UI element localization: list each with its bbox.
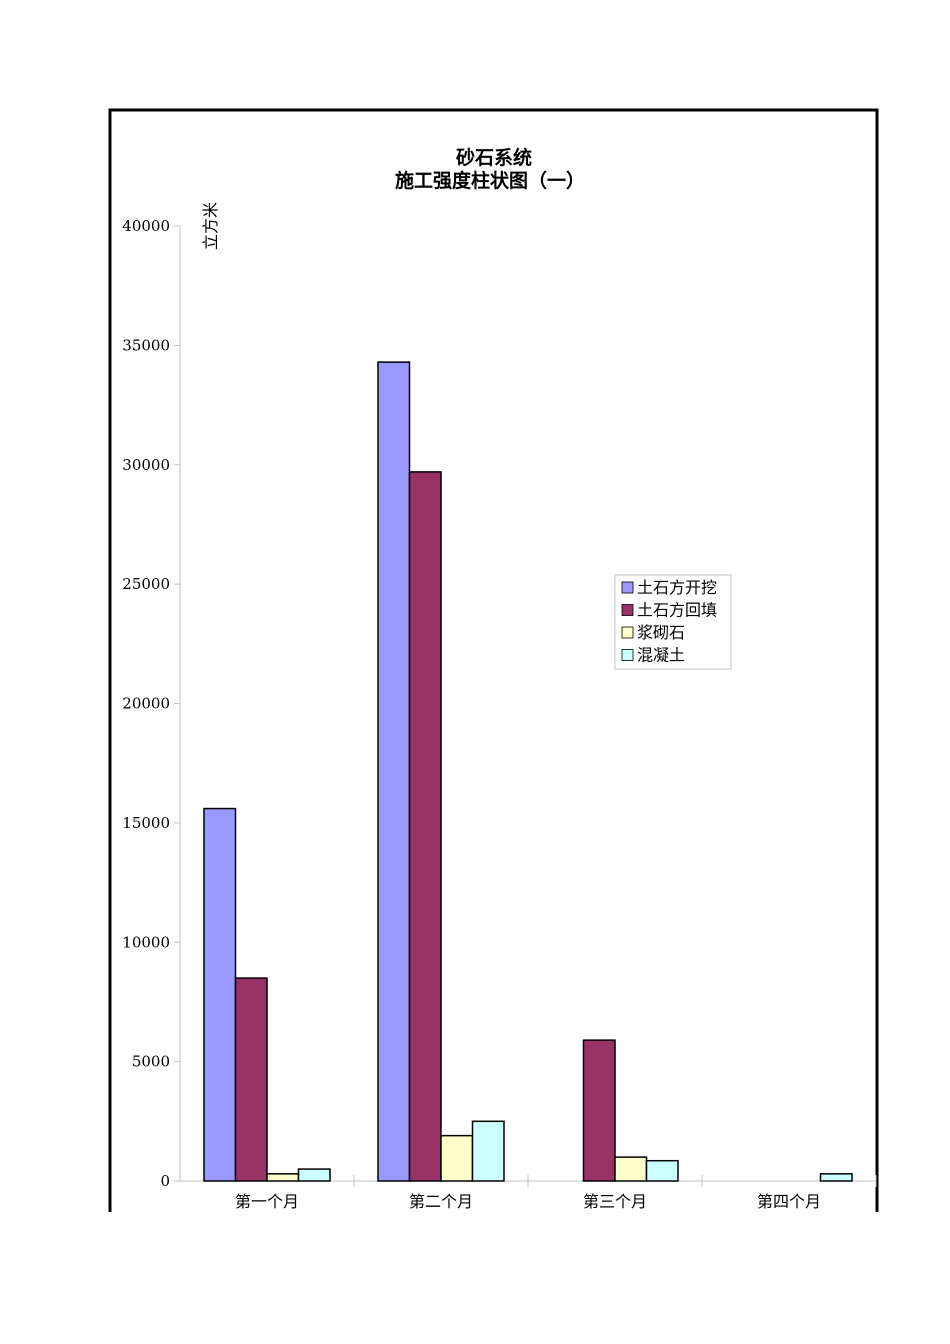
- bar: [440, 1134, 474, 1182]
- chart-frame: [108, 108, 879, 1212]
- bar: [266, 1173, 300, 1182]
- legend-swatch: [621, 626, 634, 639]
- bar: [819, 1173, 853, 1182]
- y-axis-label: 立方米: [201, 202, 220, 250]
- bars: [203, 361, 853, 1182]
- bar: [297, 1168, 331, 1182]
- bar: [645, 1159, 679, 1182]
- category-label: 第三个月: [583, 1192, 647, 1211]
- category-label: 第一个月: [235, 1192, 299, 1211]
- y-tick-label: 40000: [122, 217, 170, 235]
- bar: [582, 1039, 616, 1182]
- category-labels: 第一个月 第二个月 第三个月 第四个月: [235, 1192, 821, 1211]
- x-ticks: [353, 1175, 877, 1187]
- category-label: 第二个月: [409, 1192, 473, 1211]
- y-tick-label: 35000: [122, 336, 170, 354]
- y-tick-label: 15000: [122, 814, 170, 832]
- legend-swatch: [621, 649, 634, 661]
- legend-swatch: [621, 604, 634, 616]
- legend-box: [614, 574, 732, 670]
- legend-label: 混凝土: [637, 646, 685, 665]
- y-tick-label: 20000: [122, 695, 170, 713]
- y-tick-label: 25000: [122, 575, 170, 593]
- legend-label: 土石方回填: [637, 601, 717, 620]
- chart-title-line2: 施工强度柱状图（一）: [395, 169, 585, 192]
- y-tick-label: 10000: [122, 933, 170, 951]
- legend-label: 土石方开挖: [637, 578, 717, 597]
- y-tick-label: 30000: [122, 456, 170, 474]
- chart-title-line1: 砂石系统: [456, 146, 532, 169]
- legend-label: 浆砌石: [637, 623, 685, 642]
- y-ticks: 0 5000 10000 15000 20000 25000 30000 35000 40000: [122, 217, 180, 1190]
- bar: [614, 1156, 648, 1182]
- bar: [377, 361, 411, 1182]
- bar: [203, 807, 237, 1182]
- legend-swatch: [621, 581, 634, 594]
- bar: [408, 471, 442, 1182]
- bar: [234, 977, 268, 1182]
- y-tick-label: 5000: [132, 1053, 170, 1071]
- bar: [471, 1120, 505, 1182]
- y-tick-label: 0: [160, 1172, 170, 1190]
- category-label: 第四个月: [757, 1192, 821, 1211]
